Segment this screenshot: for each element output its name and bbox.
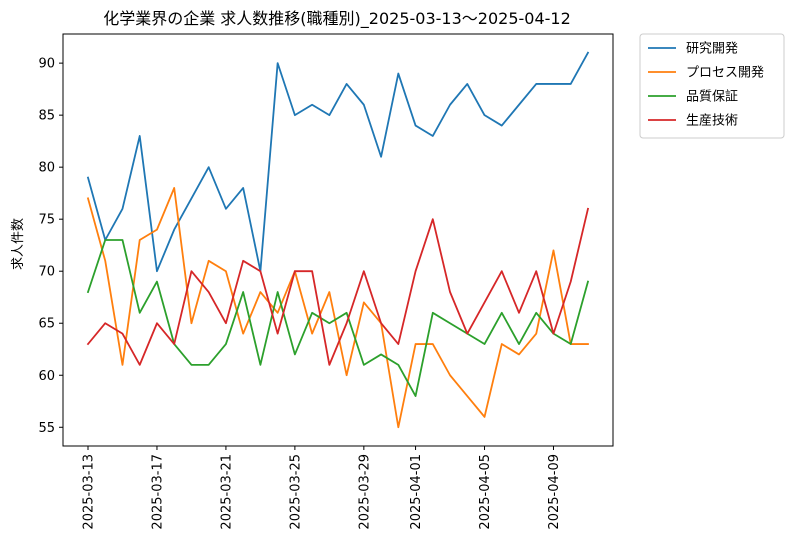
- y-tick-label: 85: [38, 109, 55, 124]
- x-tick-label: 2025-03-25: [288, 454, 303, 530]
- x-tick-label: 2025-03-29: [357, 454, 372, 530]
- series-line-1: [86, 187, 589, 429]
- x-tick-label: 2025-04-09: [547, 454, 562, 530]
- y-tick-label: 80: [38, 161, 55, 176]
- legend-box: [639, 33, 785, 139]
- y-tick-label: 65: [38, 317, 55, 332]
- legend-label-2: 品質保証: [686, 90, 738, 105]
- y-tick-label: 55: [38, 421, 55, 436]
- series-line-3: [86, 207, 590, 366]
- y-axis-label: 求人件数: [11, 218, 26, 270]
- plot-area: 55 60 65 70 75 80 85 90 2025-03-13 2025-03-17 2025…: [38, 33, 614, 530]
- x-tick-label: 2025-04-05: [478, 454, 493, 530]
- legend-label-1: プロセス開発: [686, 66, 764, 81]
- x-tick-label: 2025-03-13: [82, 454, 97, 530]
- x-tick-label: 2025-03-21: [219, 454, 234, 530]
- series-line-0: [86, 51, 590, 273]
- axes-frame: [62, 33, 614, 447]
- y-tick-label: 70: [38, 265, 55, 280]
- legend-label-0: 研究開発: [686, 42, 738, 57]
- series-line-2: [86, 239, 590, 397]
- x-tick-label: 2025-04-01: [409, 454, 424, 530]
- x-tick-label: 2025-03-17: [150, 454, 165, 530]
- y-tick-label: 60: [38, 369, 55, 384]
- chart-title: 化学業界の企業 求人数推移(職種別)_2025-03-13〜2025-04-12: [103, 9, 571, 29]
- y-tick-label: 90: [38, 57, 55, 72]
- y-tick-label: 75: [38, 213, 55, 228]
- legend-label-3: 生産技術: [686, 113, 738, 129]
